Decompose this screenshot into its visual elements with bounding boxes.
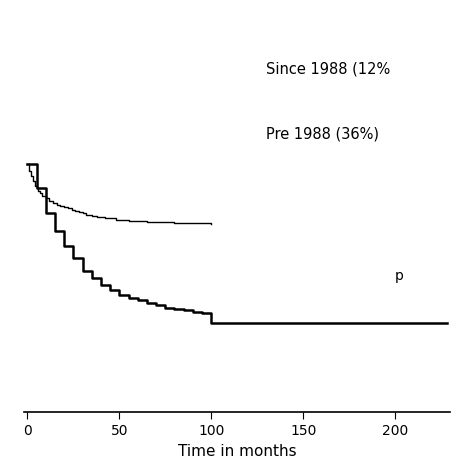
Text: Pre 1988 (36%): Pre 1988 (36%) bbox=[266, 126, 379, 141]
Text: p: p bbox=[395, 268, 404, 283]
X-axis label: Time in months: Time in months bbox=[178, 444, 296, 459]
Text: Since 1988 (12%: Since 1988 (12% bbox=[266, 62, 391, 76]
